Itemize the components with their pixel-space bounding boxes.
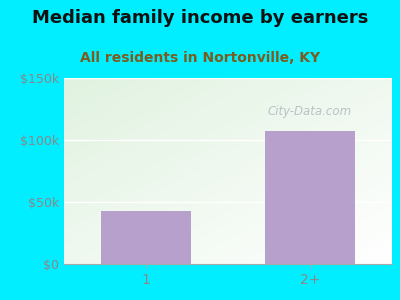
- Text: City-Data.com: City-Data.com: [268, 105, 352, 118]
- Bar: [265, 131, 355, 264]
- Text: All residents in Nortonville, KY: All residents in Nortonville, KY: [80, 51, 320, 65]
- Bar: [101, 211, 191, 264]
- Text: Median family income by earners: Median family income by earners: [32, 9, 368, 27]
